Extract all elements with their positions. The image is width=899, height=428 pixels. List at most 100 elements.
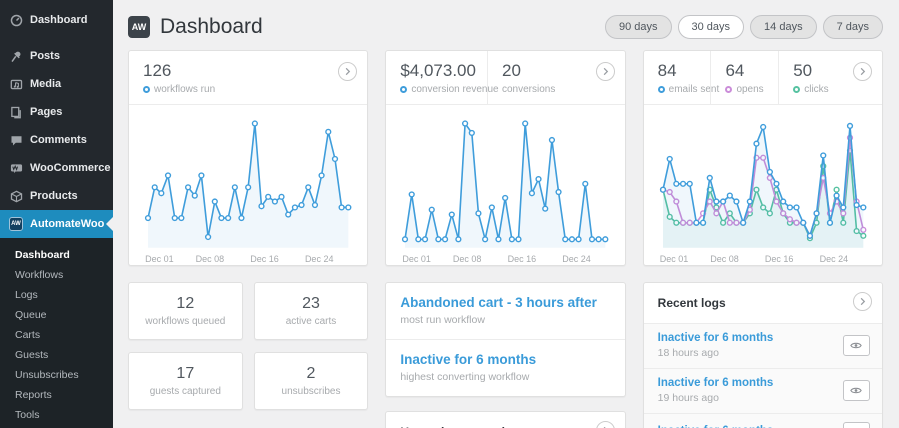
metric-conversion-revenue: $4,073.00 conversion revenue [386,51,499,104]
upcoming-queued-events-card: Upcoming queued events [385,411,626,428]
stat-label: guests captured [149,386,221,397]
x-tick: Dec 01 [402,254,431,265]
submenu-item-unsubscribes[interactable]: Unsubscribes [15,369,79,381]
metric-label: conversion revenue [400,84,499,95]
eye-icon [850,387,863,394]
conversions-card: $4,073.00 conversion revenue 20 conversi… [385,50,626,266]
series-dot-icon [725,86,733,93]
products-icon [9,189,23,203]
x-tick: Dec 08 [195,254,225,265]
series-dot-icon [793,86,801,93]
metric-label: clicks [793,84,840,95]
workflows-run-chart [143,115,353,250]
workflows-run-chart-wrap: Dec 01 Dec 08 Dec 16 Dec 24 [129,105,367,270]
stat-label: active carts [285,316,337,327]
filter-7-days[interactable]: 7 days [822,15,883,39]
view-log-button[interactable] [842,335,870,356]
metric-label: emails sent [657,84,719,95]
log-time: 18 hours ago [657,347,719,359]
stat-value: 2 [306,365,316,382]
x-tick: Dec 16 [764,254,794,265]
stat-active-carts: 23 active carts [253,282,369,340]
chevron-right-icon[interactable] [852,62,872,81]
x-tick: Dec 16 [250,254,279,265]
sidebar-item-label: WooCommerce [30,162,111,174]
media-icon [9,77,23,91]
sidebar-item-label: Products [30,190,78,202]
sidebar-item-automatewoo[interactable]: AW AutomateWoo [0,210,113,238]
sidebar-item-posts[interactable]: Posts [0,42,113,70]
stat-value: 23 [302,295,320,312]
submenu-item-carts[interactable]: Carts [15,329,41,341]
sidebar-item-label: Dashboard [30,14,88,26]
woocommerce-icon [9,161,23,175]
metric-value: $4,073.00 [400,61,476,80]
submenu-item-workflows[interactable]: Workflows [15,269,64,281]
stat-workflows-queued: 12 workflows queued [128,282,243,340]
workflows-run-card: 126 workflows run Dec 01 Dec 08 [128,50,369,266]
x-tick: Dec 01 [145,254,174,265]
log-info: Inactive for 6 months 18 hours ago [658,332,774,359]
metric-opens: 64 opens [710,51,778,104]
main-content: AW Dashboard 90 days 30 days 14 days 7 d… [113,0,899,428]
automatewoo-icon: AW [9,217,23,231]
log-link[interactable]: Inactive for 6 months [657,377,774,389]
chevron-right-icon[interactable] [595,421,615,428]
workflow-link[interactable]: Abandoned cart - 3 hours after [400,295,597,310]
conversions-metrics: $4,073.00 conversion revenue 20 conversi… [386,51,625,105]
comments-icon [9,133,23,147]
submenu-item-dashboard[interactable]: Dashboard [15,249,70,261]
sidebar-item-label: Pages [30,106,63,118]
conversions-chart-wrap: Dec 01 Dec 08 Dec 16 Dec 24 [386,105,624,270]
metric-clicks: 50 clicks [778,51,846,104]
sidebar-item-label: Posts [30,50,60,62]
metric-emails-sent: 84 emails sent [644,51,719,104]
sidebar-item-products[interactable]: Products [0,182,113,210]
x-tick: Dec 08 [452,254,482,265]
stat-guests-captured: 17 guests captured [128,352,243,410]
automatewoo-submenu: Dashboard Workflows Logs Queue Carts Gue… [0,238,113,428]
metric-label: opens [725,84,772,95]
log-link[interactable]: Inactive for 6 months [658,425,774,428]
filter-14-days[interactable]: 14 days [750,15,817,39]
page-header: AW Dashboard 90 days 30 days 14 days 7 d… [128,8,883,46]
sidebar-item-media[interactable]: Media [0,70,113,98]
view-log-button[interactable] [842,380,870,401]
mini-stats-grid: 12 workflows queued 23 active carts 17 g… [128,282,369,410]
submenu-item-reports[interactable]: Reports [15,389,52,401]
sidebar-item-dashboard[interactable]: Dashboard [0,6,113,34]
submenu-item-guests[interactable]: Guests [15,349,49,361]
log-row: Inactive for 6 months 19 hours ago [643,369,882,414]
metric-workflows-run: 126 workflows run [129,51,331,104]
filter-30-days[interactable]: 30 days [677,15,745,39]
view-log-button[interactable] [842,422,870,428]
date-range-filters: 90 days 30 days 14 days 7 days [604,15,883,39]
pages-icon [9,105,23,119]
metric-label: workflows run [143,84,325,95]
sidebar-item-woocommerce[interactable]: WooCommerce [0,154,113,182]
series-dot-icon [400,86,408,93]
sidebar-item-pages[interactable]: Pages [0,98,113,126]
metric-value: 84 [657,61,677,80]
submenu-item-tools[interactable]: Tools [15,409,40,421]
x-axis-labels: Dec 01 Dec 08 Dec 16 Dec 24 [658,252,868,270]
queued-events-title: Upcoming queued events [400,425,610,428]
filter-90-days[interactable]: 90 days [604,15,672,39]
stat-unsubscribes: 2 unsubscribes [253,352,369,410]
email-tracking-chart [658,115,868,250]
chevron-right-icon[interactable] [852,292,872,311]
x-tick: Dec 24 [562,254,591,265]
submenu-item-logs[interactable]: Logs [15,289,38,301]
metric-value: 50 [793,61,813,80]
conversions-chart [400,115,610,250]
chevron-right-icon[interactable] [595,62,615,81]
workflow-link[interactable]: Inactive for 6 months [400,352,537,367]
x-tick: Dec 24 [304,254,334,265]
chevron-right-icon[interactable] [338,62,358,81]
log-link[interactable]: Inactive for 6 months [657,332,774,344]
submenu-item-queue[interactable]: Queue [15,309,47,321]
dashboard-icon [9,13,23,27]
x-axis-labels: Dec 01 Dec 08 Dec 16 Dec 24 [400,252,610,270]
log-info: Inactive for 6 months 19 hours ago [658,377,774,404]
sidebar-item-comments[interactable]: Comments [0,126,113,154]
